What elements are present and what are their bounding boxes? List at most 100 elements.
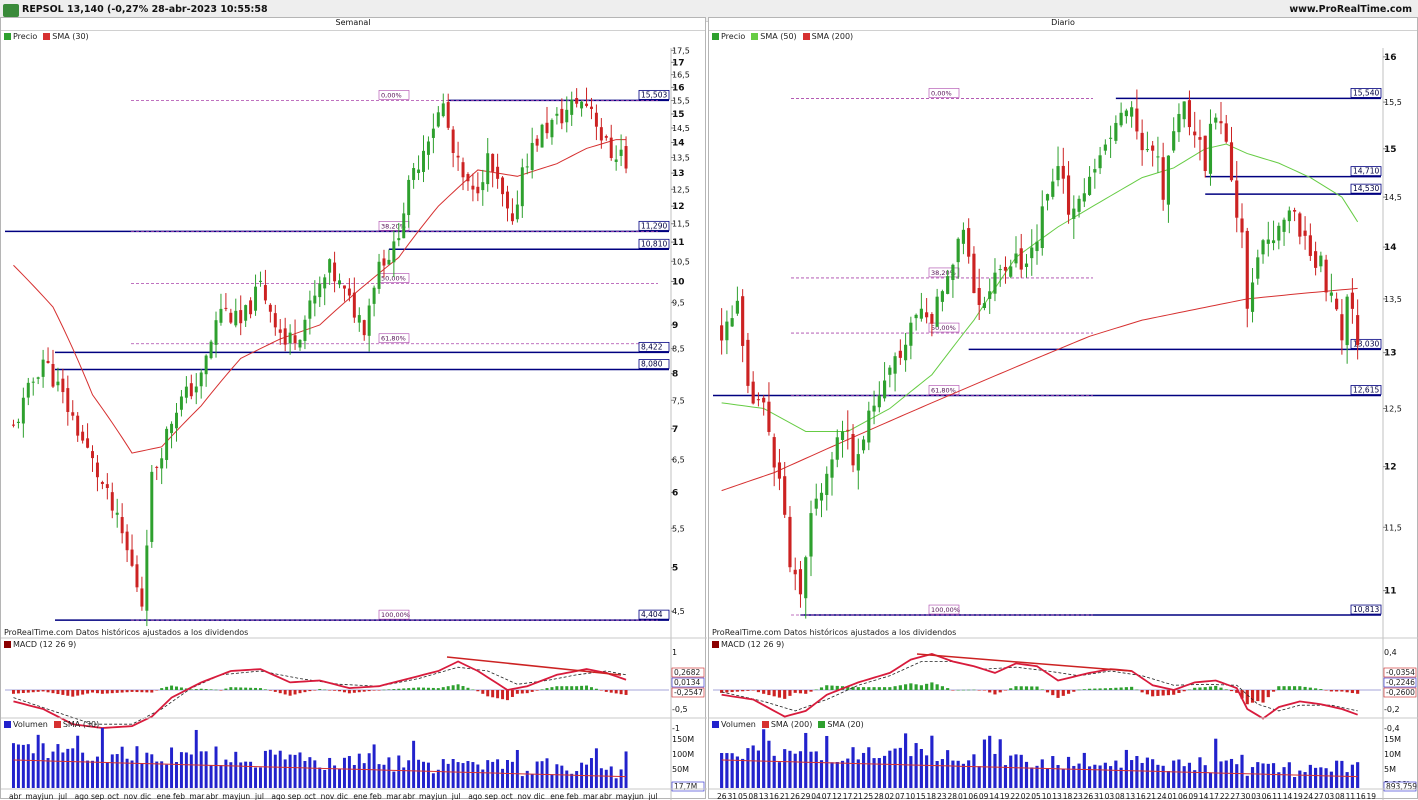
price-tick-label: 11,5 [1384, 523, 1402, 532]
volume-bar [530, 774, 534, 788]
legend-item-macd[interactable]: MACD (12 26 9) [4, 640, 76, 649]
candle-body [840, 431, 845, 441]
candle-body [342, 285, 346, 289]
volume-bar [234, 751, 238, 788]
legend-item-volumen[interactable]: Volumen [712, 720, 756, 729]
candle-body [589, 106, 593, 109]
daily-chart-svg[interactable]: 16 15,5 15 14,5 14 13,5 13 12,5 12 11,5 11 15,540 0,… [709, 18, 1418, 800]
macd-histogram-bar [1250, 690, 1255, 703]
volume-bar [258, 767, 262, 788]
legend-item-volumen[interactable]: Volumen [4, 720, 48, 729]
volume-bar [214, 746, 218, 788]
volume-bar [793, 753, 797, 788]
volume-bar [105, 762, 109, 788]
volume-bar [436, 769, 440, 788]
x-tick-label: 27 [1230, 792, 1240, 800]
x-tick-label: 09 [1188, 792, 1198, 800]
x-tick-label: 26 [790, 792, 800, 800]
legend-item-vol-sma[interactable]: SMA (30) [53, 720, 99, 729]
macd-histogram-bar [1287, 686, 1291, 690]
macd-histogram-bar [352, 690, 356, 693]
candle-body [1182, 101, 1186, 120]
legend-item-sma200[interactable]: SMA (200) [802, 32, 853, 41]
macd-histogram-bar [273, 690, 277, 692]
volume-bar [313, 760, 317, 788]
candle-body [570, 99, 574, 115]
volume-bar [819, 760, 824, 788]
volume-bar [338, 768, 342, 788]
candle-body [788, 516, 792, 568]
macd-histogram-bar [798, 690, 803, 694]
macd-histogram-bar [1350, 690, 1354, 694]
candle-body [476, 186, 480, 194]
candle-body [872, 405, 876, 412]
macd-histogram-bar [26, 690, 30, 693]
macd-histogram-bar [95, 690, 99, 694]
candle-body [756, 399, 760, 401]
macd-histogram-bar [160, 688, 164, 690]
site-link[interactable]: www.ProRealTime.com [1289, 4, 1412, 15]
volume-bar [751, 745, 755, 788]
macd-histogram-bar [1019, 686, 1023, 690]
price-tick-label: 14 [672, 139, 685, 149]
volume-bar [367, 753, 371, 788]
legend-item-vol-sma200[interactable]: SMA (200) [761, 720, 812, 729]
volume-bar [893, 748, 897, 788]
weekly-chart-svg[interactable]: 17,51716,51615,51514,51413,51312,51211,5… [1, 18, 707, 800]
candle-body [1161, 157, 1165, 200]
price-tick-label: 13 [672, 169, 685, 179]
macd-histogram-bar [392, 689, 396, 690]
volume-bar [846, 758, 850, 788]
macd-histogram-bar [466, 687, 470, 690]
volume-bar [830, 762, 834, 788]
candle-body [1187, 100, 1192, 128]
candle-body [1019, 248, 1023, 270]
volume-bar [397, 755, 401, 788]
macd-trend-line [446, 656, 622, 676]
macd-tick-label: -1 [672, 724, 680, 733]
price-tick-label: 14,5 [1384, 193, 1402, 202]
volume-bar [239, 762, 243, 788]
volume-bar [417, 759, 421, 788]
macd-histogram-bar [239, 687, 243, 690]
price-tick-label: 15,5 [1384, 98, 1402, 107]
macd-histogram-bar [872, 687, 876, 690]
x-tick-label: 03 [1325, 792, 1335, 800]
level-label: 15,503 [641, 90, 667, 99]
macd-histogram-bar [893, 686, 897, 690]
macd-histogram-bar [234, 687, 238, 690]
macd-histogram-bar [940, 686, 944, 690]
macd-histogram-bar [1245, 690, 1249, 705]
candle-body [61, 378, 65, 393]
fib-label-box [378, 333, 410, 344]
legend-item-sma50[interactable]: SMA (50) [751, 32, 797, 41]
volume-bar [347, 756, 351, 788]
macd-histogram-bar [155, 690, 159, 691]
x-tick-label: 21 [1147, 792, 1157, 800]
candle-body [967, 228, 971, 257]
volume-bar [961, 763, 965, 788]
legend-item-vol-sma20[interactable]: SMA (20) [818, 720, 864, 729]
price-tick-label: 7 [672, 425, 678, 435]
legend-item-macd[interactable]: MACD (12 26 9) [712, 640, 784, 649]
volume-bar [288, 754, 292, 788]
candle-body [1156, 156, 1160, 158]
macd-histogram-bar [1077, 689, 1081, 691]
candle-body [1203, 135, 1207, 172]
candle-body [846, 429, 850, 431]
legend-item-sma30[interactable]: SMA (30) [43, 32, 89, 41]
candle-body [1135, 108, 1139, 132]
candle-body [105, 484, 109, 488]
x-tick-label: oct [304, 792, 316, 800]
volume-bar [412, 740, 416, 788]
legend-item-precio[interactable]: Precio [4, 32, 37, 41]
x-tick-label: 01 [1167, 792, 1177, 800]
price-tick-label: 10 [672, 277, 685, 287]
fib-label: 61,80% [381, 335, 406, 343]
x-tick-label: 10 [1042, 792, 1052, 800]
macd-histogram-bar [1356, 690, 1360, 694]
macd-histogram-bar [100, 690, 104, 694]
legend-item-precio[interactable]: Precio [712, 32, 745, 41]
volume-bar [1009, 755, 1013, 788]
volume-bar [328, 757, 332, 788]
